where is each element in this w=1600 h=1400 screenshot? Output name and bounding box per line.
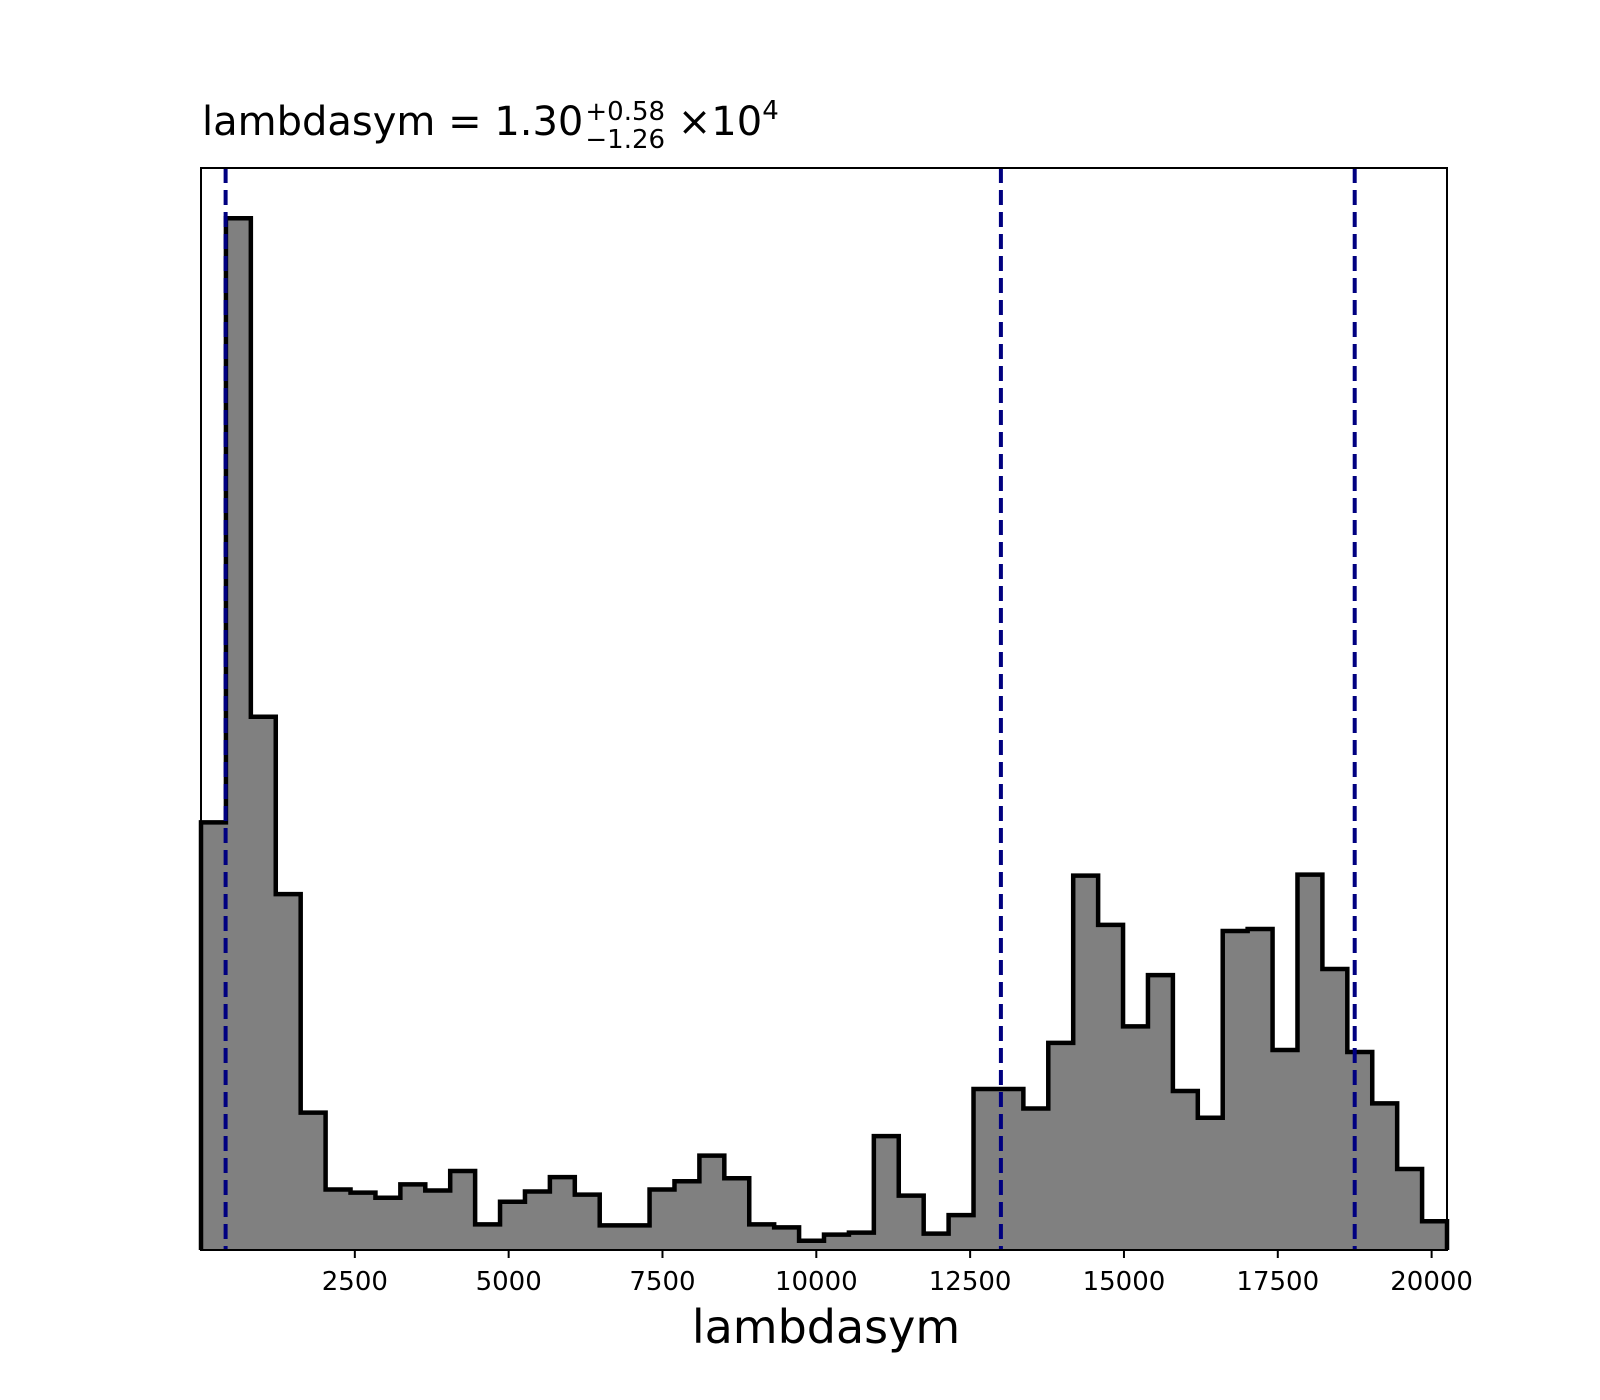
- histogram-bar: [1098, 924, 1124, 1250]
- histogram-bar: [225, 218, 252, 1250]
- histogram-bar: [1297, 874, 1323, 1250]
- title-times: ×: [677, 99, 712, 145]
- histogram-bar: [275, 894, 302, 1250]
- histogram-bar: [1123, 1026, 1149, 1250]
- histogram-bar: [898, 1195, 925, 1250]
- histogram-bar: [1422, 1221, 1448, 1250]
- histogram-bar: [774, 1227, 800, 1250]
- histogram-bar: [599, 1225, 626, 1250]
- histogram-bar: [649, 1189, 676, 1250]
- histogram-outline: [198, 216, 1450, 1250]
- x-tick-label: 15000: [1083, 1267, 1166, 1297]
- histogram-bar: [1272, 1050, 1299, 1250]
- title-label: lambdasym: [202, 99, 436, 145]
- x-tick-label: 5000: [476, 1267, 542, 1297]
- title-base: 10: [711, 99, 763, 145]
- title-exponent: 4: [762, 96, 779, 126]
- histogram-bar: [300, 1112, 327, 1250]
- histogram-bar: [674, 1181, 700, 1250]
- histogram-bar: [475, 1224, 501, 1250]
- histogram-bar: [799, 1240, 825, 1250]
- x-tick-label: 10000: [775, 1267, 858, 1297]
- histogram-bars: [201, 218, 1448, 1250]
- histogram-bar: [201, 822, 227, 1250]
- title-error: +0.58 −1.26: [585, 98, 665, 154]
- histogram-bar: [1247, 928, 1274, 1250]
- histogram-bar: [923, 1233, 950, 1250]
- histogram-bar: [350, 1192, 377, 1250]
- histogram-bar: [1347, 1052, 1373, 1250]
- x-tick-label: 7500: [629, 1267, 695, 1297]
- histogram-bar: [1197, 1117, 1224, 1250]
- chart-title: lambdasym = 1.30 +0.58 −1.26 ×104: [202, 96, 779, 154]
- histogram-bar: [1222, 931, 1249, 1250]
- histogram-bar: [549, 1177, 576, 1250]
- histogram-bar: [1322, 968, 1348, 1250]
- histogram-bar: [375, 1197, 401, 1250]
- x-axis-ticks: 2500 5000 7500 10000 12500 15000 17500 20000: [322, 1250, 1473, 1297]
- histogram-bar: [425, 1190, 451, 1250]
- histogram-bar: [1147, 975, 1174, 1250]
- histogram-bar: [1372, 1103, 1398, 1250]
- plot-frame: [200, 167, 1448, 1251]
- x-tick-label: 20000: [1390, 1267, 1473, 1297]
- histogram-bar: [400, 1184, 426, 1250]
- histogram-bar: [1397, 1168, 1423, 1250]
- histogram-bar: [948, 1215, 975, 1250]
- histogram-bar: [973, 1088, 1000, 1250]
- x-tick-label: 17500: [1236, 1267, 1319, 1297]
- histogram-bar: [524, 1191, 551, 1250]
- title-lower-error: −1.26: [585, 125, 666, 155]
- histogram-bar: [450, 1171, 476, 1250]
- histogram-bar: [1073, 875, 1099, 1250]
- histogram-bar: [325, 1189, 352, 1250]
- histogram-bar: [699, 1155, 725, 1250]
- histogram-bar: [724, 1178, 750, 1250]
- histogram-bar: [624, 1225, 651, 1250]
- histogram-bar: [574, 1194, 601, 1250]
- x-axis-label: lambdasym: [691, 1300, 961, 1354]
- histogram-bar: [1023, 1108, 1049, 1250]
- title-equals: =: [448, 99, 482, 145]
- x-tick-label: 2500: [322, 1267, 388, 1297]
- quantile-lines: [223, 168, 1357, 1250]
- title-value: 1.30: [494, 99, 584, 145]
- histogram-bar: [1172, 1091, 1199, 1250]
- histogram-bar: [1048, 1042, 1074, 1250]
- title-upper-error: +0.58: [585, 97, 666, 127]
- histogram-bar: [873, 1136, 900, 1250]
- histogram-bar: [250, 716, 277, 1250]
- histogram-bar: [500, 1201, 526, 1250]
- histogram-bar: [749, 1224, 775, 1250]
- x-tick-label: 12500: [929, 1267, 1012, 1297]
- histogram-bar: [848, 1232, 875, 1250]
- histogram-bar: [824, 1234, 850, 1250]
